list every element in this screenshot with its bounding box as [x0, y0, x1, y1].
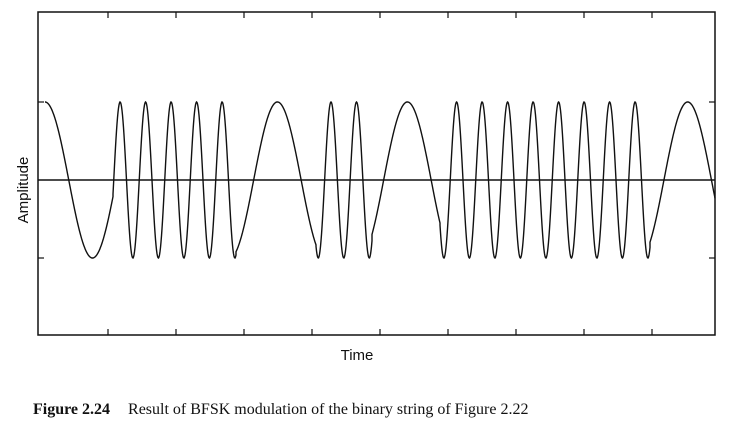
- caption: Figure 2.24 Result of BFSK modulation of…: [33, 401, 528, 418]
- bfsk-waveform: [45, 100, 716, 259]
- ticks: [38, 12, 715, 335]
- caption-text: Result of BFSK modulation of the binary …: [128, 401, 528, 418]
- y-axis-label: Amplitude: [15, 157, 32, 224]
- caption-number: Figure 2.24: [33, 401, 110, 418]
- plot-frame: [37, 11, 716, 336]
- x-axis-label: Time: [341, 347, 374, 364]
